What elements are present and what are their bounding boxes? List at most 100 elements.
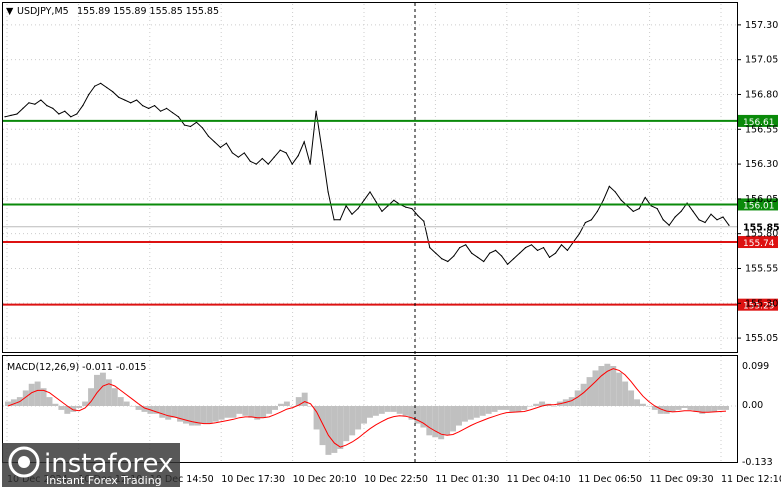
price-point [560,244,563,246]
macd-hist-bar [574,390,581,406]
price-point [106,86,108,89]
price-point [100,82,102,84]
macd-hist-bar [550,406,557,407]
price-point [578,233,581,235]
macd-hist-bar [450,406,457,432]
price-point [656,208,658,210]
price-point [447,260,449,263]
macd-hist-bar [319,406,326,446]
macd-hist-bar [10,399,17,406]
price-point [698,219,700,221]
macd-hist-bar [539,401,546,406]
price-point [459,247,461,249]
price-point [22,107,24,109]
price-point [291,163,293,165]
price-point [530,244,533,246]
price-point [716,219,718,221]
price-point [153,105,156,107]
macd-hist-bar [70,406,77,412]
macd-hist-bar [212,406,219,422]
price-point [213,141,216,143]
macd-hist-bar [260,406,267,418]
price-point [722,216,724,218]
price-point [237,156,239,158]
macd-hist-bar [266,406,273,414]
x-tick-label: 11 Dec 09:30 [650,474,714,485]
price-point [632,210,634,213]
price-point [608,185,610,187]
price-point [321,149,323,151]
macd-hist-bar [337,406,344,450]
logo-tagline: Instant Forex Trading [46,474,162,487]
macd-hist-bar [432,406,439,438]
price-point [285,152,287,154]
macd-hist-bar [236,406,243,414]
price-point [231,152,233,154]
price-point [52,107,54,109]
level-label-bg [738,298,778,311]
price-point [58,113,60,115]
price-point [4,116,6,118]
current-price-label: 155.85 [743,223,780,234]
macd-label: MACD(12,26,9) -0.011 -0.015 [7,362,146,373]
price-point [165,107,168,109]
macd-hist-bar [568,397,575,406]
macd-hist-bar [283,401,290,406]
macd-hist-bar [272,406,278,410]
macd-hist-bar [153,406,160,414]
level-label-bg [738,114,778,127]
price-point [375,201,377,203]
macd-hist-bar [396,406,403,414]
price-point [333,219,335,221]
macd-hist-bar [456,406,462,426]
macd-hist-bar [461,406,468,422]
price-point [692,210,694,213]
macd-hist-bar [521,406,528,410]
macd-hist-bar [343,406,350,442]
macd-hist-bar [444,406,451,436]
macd-hist-bar [527,406,534,407]
macd-hist-bar [22,390,29,406]
macd-hist-bar [200,406,207,424]
logo-ring-icon [8,446,40,478]
price-point [189,125,192,128]
macd-hist-bar [194,406,201,426]
price-point [710,213,712,215]
macd-hist-bar [230,406,237,418]
macd-hist-bar [123,401,130,406]
y-tick-label: 156.30 [745,159,778,170]
macd-hist-bar [651,406,658,410]
macd-hist-bar [533,403,540,406]
macd-hist-bar [28,383,35,406]
price-point [130,102,132,104]
macd-hist-bar [325,406,332,455]
price-point [171,111,174,114]
macd-tick-zero: 0.00 [742,400,763,411]
macd-hist-bar [171,406,178,418]
macd-hist-bar [675,406,682,410]
macd-hist-bar [645,406,652,407]
price-point [82,105,84,107]
x-tick-label: 10 Dec 17:30 [221,474,285,485]
macd-hist-bar [663,406,670,414]
x-tick-label: 11 Dec 12:10 [721,474,781,485]
macd-hist-bar [248,406,255,418]
x-tick-label: 11 Dec 01:30 [435,474,499,485]
macd-hist-bar [165,406,172,420]
price-point [381,210,383,213]
price-point [273,156,275,158]
y-tick-label: 157.05 [745,55,778,66]
macd-hist-bar [159,406,166,418]
price-point [471,252,473,254]
macd-hist-bar [604,363,611,406]
x-tick-label: 10 Dec 20:10 [293,474,357,485]
price-point [626,205,628,207]
price-point [28,102,30,104]
macd-hist-bar [94,374,100,406]
price-point [339,219,341,221]
price-point [309,163,311,165]
price-point [297,155,299,157]
macd-hist-bar [414,406,421,424]
price-point [417,214,419,217]
